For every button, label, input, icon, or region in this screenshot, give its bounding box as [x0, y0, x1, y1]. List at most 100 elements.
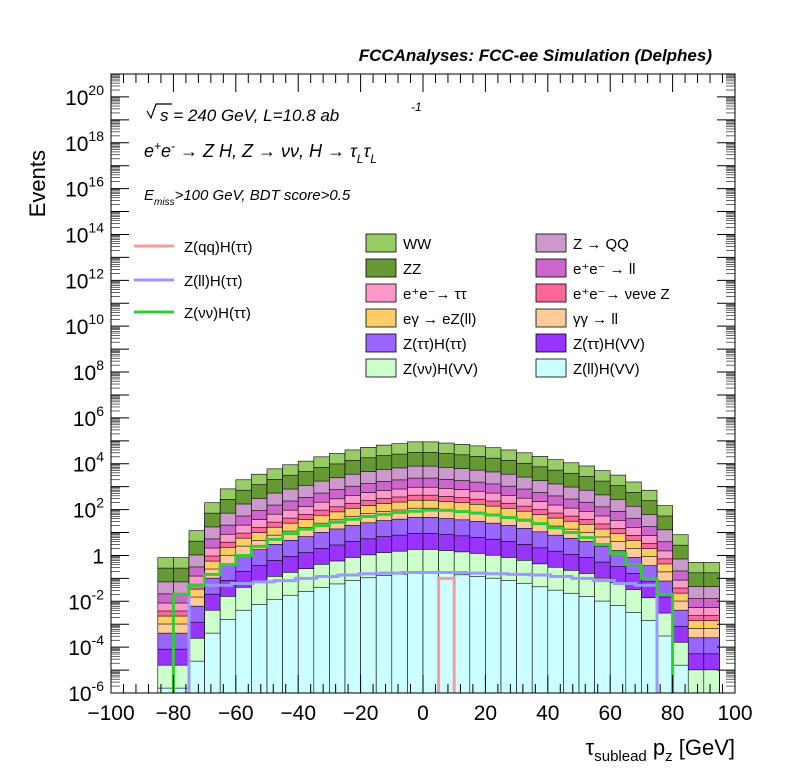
x-tick-label: 60 [599, 702, 622, 725]
bar-z-ll-h-vv--4 [173, 687, 190, 694]
legend-label-ww: WW [403, 236, 432, 253]
x-tick-label: 0 [417, 702, 429, 725]
legend-label-e-e-e-e-z: e⁺e⁻→ νeνe Z [573, 286, 670, 303]
y-tick-label: 1012 [65, 265, 104, 293]
bar-z-ll-h-vv--22 [453, 574, 471, 694]
bar-z-ll-h-vv--33 [625, 612, 642, 694]
y-tick-label: 1014 [65, 219, 104, 247]
bar-z-ll-h-vv--31 [594, 600, 611, 694]
bar-z-ll-h-vv--3 [157, 687, 174, 694]
bar-z-ll-h-vv--17 [375, 575, 393, 694]
bar-z-ll-h-vv--24 [485, 577, 502, 694]
cut-annotation: Emiss>100 GeV, BDT score>0.5 [144, 187, 351, 208]
bar-z-ll-h-vv--27 [531, 586, 549, 694]
annotations: s = 240 GeV, L=10.8 ab -1 e+e- → Z H, Z → … [144, 100, 422, 208]
bar-z-ll-h-vv--20 [422, 572, 439, 694]
y-tick-label: 1010 [65, 311, 104, 339]
bar-z-h-vv--37 [687, 669, 705, 694]
bar-z-ll-h-vv--7 [219, 619, 237, 694]
legend-swatch-z-ll-h-vv- [535, 358, 567, 378]
bar-z-ll-h-vv--9 [251, 604, 268, 694]
x-axis-label-text: τsublead pz [GeV] [586, 735, 735, 765]
bar-z-ll-h-vv--25 [500, 580, 517, 694]
line-z-qq-h- [437, 576, 456, 693]
bar-z-ll-h-vv--16 [360, 577, 377, 694]
legend-label-z-ll-h-: Z(ll)H(ττ) [184, 273, 243, 290]
legend-swatch-z-qq [535, 233, 567, 253]
legend-label-z-h-: Z(ττ)H(ττ) [403, 336, 467, 353]
bar-z-ll-h-vv--23 [469, 576, 486, 694]
legend-swatch-z-h- [365, 333, 397, 353]
bar-z-ll-h-vv--11 [282, 594, 299, 694]
bar-z-ll-h-vv--26 [516, 582, 533, 694]
bar-z-ll-h-vv--13 [313, 586, 330, 694]
legend-label-z-h-vv-: Z(νν)H(VV) [403, 361, 478, 378]
bar-z-ll-h-vv--10 [266, 598, 283, 694]
bar-z-ll-h-vv--21 [438, 573, 455, 694]
legend-swatch-zz [365, 258, 397, 278]
legend-swatch-e-e-e-e-z [535, 283, 567, 303]
bar-z-ll-h-vv--30 [578, 596, 595, 694]
bar-z-ll-h-vv--35 [656, 635, 673, 694]
bar-z-ll-h-vv--6 [204, 632, 221, 694]
y-tick-label: 104 [73, 449, 104, 477]
bar-z-ll-h-vv--32 [609, 605, 627, 694]
legend-label-z-qq: Z → QQ [573, 236, 629, 253]
x-tick-label: −100 [87, 702, 134, 725]
legend-label-zz: ZZ [403, 261, 421, 278]
line-z-ll-h- [187, 571, 659, 693]
bar-z-ll-h-vv--28 [547, 589, 564, 694]
legend-label-z-h-: Z(νν)H(ττ) [184, 305, 251, 322]
legend-swatch-z-h-vv- [535, 333, 567, 353]
legend-swatch-e-e- [365, 283, 397, 303]
y-axis-label: Events [25, 150, 50, 217]
legend-swatch-z-h-vv- [365, 358, 397, 378]
chart-title: FCCAnalyses: FCC-ee Simulation (Delphes) [359, 46, 713, 65]
y-tick-label: 102 [73, 495, 104, 523]
y-tick-label: 10-4 [68, 632, 104, 660]
bar-z-ll-h-vv--36 [672, 664, 689, 694]
legend-label-e-ez-ll-: eγ → eZ(ll) [403, 311, 476, 328]
bar-z-ll-h-vv--12 [297, 591, 315, 694]
y-tick-label: 10-6 [68, 678, 104, 706]
energy-exponent: -1 [411, 100, 422, 114]
x-tick-label: −40 [280, 702, 316, 725]
x-tick-label: −20 [343, 702, 379, 725]
x-tick-label: 100 [717, 702, 752, 725]
x-tick-label: 80 [661, 702, 684, 725]
y-tick-label: 1018 [65, 128, 104, 156]
legend-label-e-e-: e⁺e⁻→ ττ [403, 286, 467, 303]
energy-annotation: s = 240 GeV, L=10.8 ab [160, 106, 339, 125]
process-annotation: e+e- → Z H, Z → νν, H → τLτL [144, 139, 377, 166]
bar-z-ll-h-vv--15 [344, 580, 361, 694]
bar-z-ll-h-vv--14 [329, 583, 346, 694]
bar-z-ll-h-vv--18 [391, 573, 408, 694]
bar-z-ll-h-vv--34 [641, 620, 658, 694]
series-z-ll-h-vv- [157, 572, 720, 694]
legend: Z(qq)H(ττ) Z(ll)H(ττ) Z(νν)H(ττ) WW Z → QQ ZZ… [134, 233, 670, 378]
y-tick-label: 1020 [65, 82, 104, 110]
bar-z-ll-h-vv--8 [235, 609, 252, 694]
legend-label--ll: γγ → ll [573, 311, 618, 328]
legend-swatch-e-e-ll [535, 258, 567, 278]
legend-label-e-e-ll: e⁺e⁻ → ll [573, 261, 636, 278]
legend-swatch--ll [535, 308, 567, 328]
x-tick-label: −80 [156, 702, 192, 725]
y-tick-label: 10-2 [68, 586, 104, 614]
x-tick-label: 20 [474, 702, 497, 725]
bar-z-h-vv--38 [703, 669, 720, 694]
y-tick-label: 108 [73, 357, 104, 385]
legend-label-z-qq-h-: Z(qq)H(ττ) [184, 239, 253, 256]
bar-z-ll-h-vv--19 [407, 572, 424, 694]
line-z-h- [171, 508, 675, 693]
y-tick-label: 106 [73, 403, 104, 431]
x-tick-label: −60 [218, 702, 254, 725]
y-tick-label: 1016 [65, 174, 104, 202]
bar-z-ll-h-vv--5 [188, 660, 205, 694]
sqrt-symbol [146, 103, 172, 120]
legend-swatch-ww [365, 233, 397, 253]
y-tick-label: 1 [92, 545, 104, 568]
legend-swatch-e-ez-ll- [365, 308, 397, 328]
axes: −100 −80 −60 −40 −20 0 20 40 60 80 100 1020 1018 1016… [65, 73, 753, 725]
